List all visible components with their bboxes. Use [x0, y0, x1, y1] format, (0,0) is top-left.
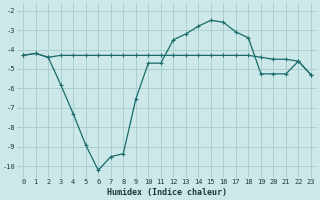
X-axis label: Humidex (Indice chaleur): Humidex (Indice chaleur): [107, 188, 227, 197]
